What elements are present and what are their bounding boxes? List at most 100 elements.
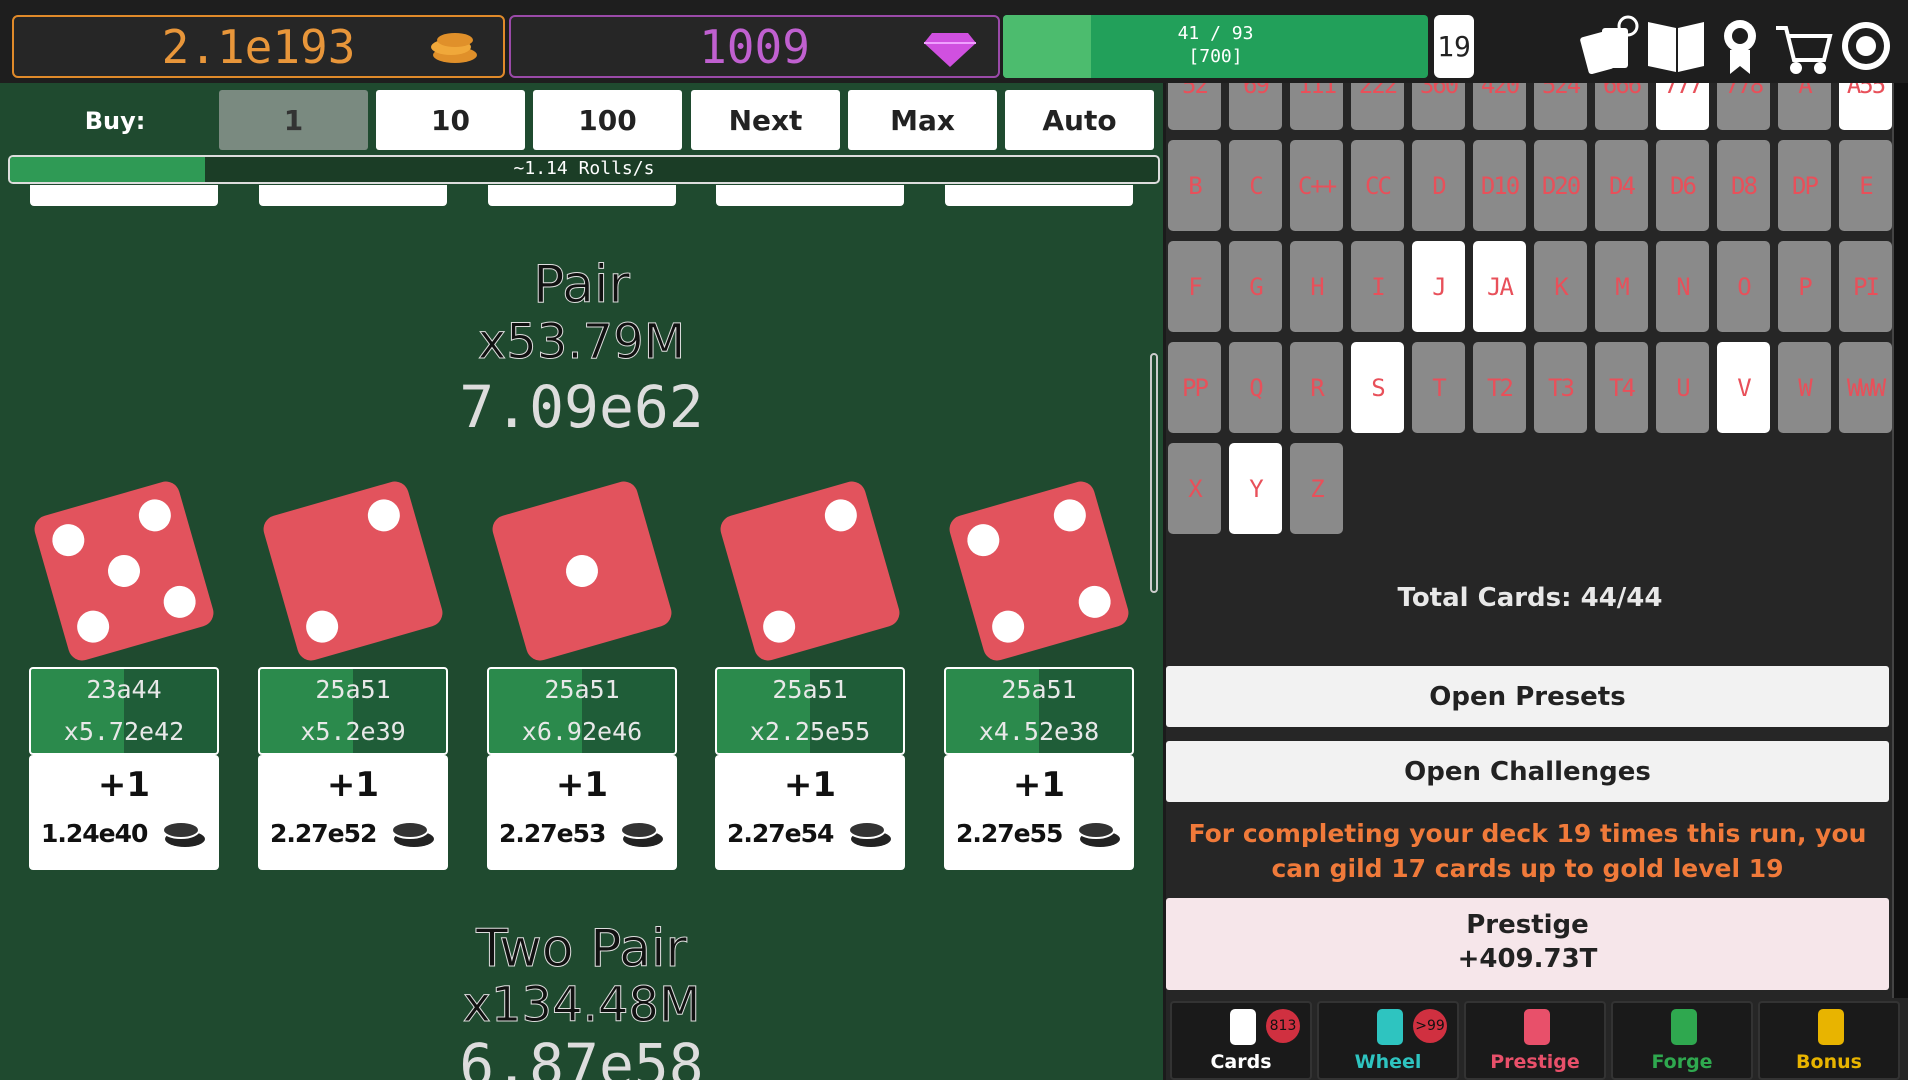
card[interactable]: I (1351, 241, 1404, 332)
nav-tab[interactable]: Wheel >99 (1317, 1001, 1459, 1080)
card[interactable]: JA (1473, 241, 1526, 332)
card[interactable]: D20 (1534, 140, 1587, 231)
card[interactable]: R (1290, 342, 1343, 433)
card[interactable]: 778 (1717, 83, 1770, 130)
card[interactable]: A (1778, 83, 1831, 130)
card[interactable]: 111 (1290, 83, 1343, 130)
die-body (949, 481, 1129, 661)
panel-button[interactable]: Open Challenges (1166, 741, 1889, 802)
card[interactable]: D10 (1473, 140, 1526, 231)
card[interactable]: T (1412, 342, 1465, 433)
die-upgrade[interactable]: +1 2.27e55 (944, 755, 1134, 870)
card[interactable]: 222 (1351, 83, 1404, 130)
card[interactable]: CC (1351, 140, 1404, 231)
gem-icon (924, 33, 976, 67)
icon-award[interactable] (1724, 20, 1756, 74)
card[interactable]: T2 (1473, 342, 1526, 433)
card[interactable]: 360 (1412, 83, 1465, 130)
card[interactable]: DP (1778, 140, 1831, 231)
die-body (263, 481, 443, 661)
card[interactable]: D4 (1595, 140, 1648, 231)
card[interactable]: PI (1839, 241, 1892, 332)
buy-option[interactable]: 10 (376, 90, 525, 150)
card[interactable]: T3 (1534, 342, 1587, 433)
die-id: 23a44 (86, 675, 162, 704)
coin (620, 821, 658, 839)
buy-option[interactable]: Next (691, 90, 840, 150)
card[interactable]: 777 (1656, 83, 1709, 130)
card[interactable]: Q (1229, 342, 1282, 433)
icon-cards[interactable] (1580, 15, 1639, 75)
card[interactable]: K (1534, 241, 1587, 332)
nav-icon (1230, 1009, 1256, 1045)
icon-book[interactable] (1648, 22, 1704, 72)
card[interactable]: PP (1168, 342, 1221, 433)
card[interactable]: 52 (1168, 83, 1221, 130)
gold-counter: 2.1e193 (12, 15, 505, 78)
card[interactable]: U (1656, 342, 1709, 433)
icon-shape (1377, 1009, 1403, 1045)
die-pip (824, 499, 857, 532)
nav-tab[interactable]: Forge (1611, 1001, 1753, 1080)
buy-option[interactable]: Auto (1005, 90, 1154, 150)
die-pip (992, 610, 1025, 643)
card[interactable]: N (1656, 241, 1709, 332)
hand-name: Pair (533, 255, 631, 316)
coin-icon (162, 821, 205, 847)
panel-button[interactable]: Open Presets (1166, 666, 1889, 727)
card[interactable]: WWW (1839, 342, 1892, 433)
card[interactable]: C (1229, 140, 1282, 231)
card[interactable]: 69 (1229, 83, 1282, 130)
card[interactable]: P (1778, 241, 1831, 332)
card[interactable]: Y (1229, 443, 1282, 534)
card[interactable]: 524 (1534, 83, 1587, 130)
nav-tab[interactable]: Cards 813 (1170, 1001, 1312, 1080)
card[interactable]: J (1412, 241, 1465, 332)
buy-option[interactable]: 100 (533, 90, 682, 150)
gem-counter: 1009 (509, 15, 1000, 78)
nav-tab[interactable]: Prestige (1464, 1001, 1606, 1080)
nav-label: Wheel (1354, 1051, 1422, 1073)
card[interactable]: 420 (1473, 83, 1526, 130)
card[interactable]: F (1168, 241, 1221, 332)
die-multiplier: x6.92e46 (521, 717, 643, 746)
card[interactable]: C++ (1290, 140, 1343, 231)
card[interactable]: A55 (1839, 83, 1892, 130)
card[interactable]: M (1595, 241, 1648, 332)
card[interactable]: B (1168, 140, 1221, 231)
card[interactable]: T4 (1595, 342, 1648, 433)
card[interactable]: O (1717, 241, 1770, 332)
die-upgrade[interactable]: +1 2.27e53 (487, 755, 677, 870)
card[interactable]: S (1351, 342, 1404, 433)
prev-card (30, 185, 218, 206)
card[interactable]: G (1229, 241, 1282, 332)
card[interactable]: D8 (1717, 140, 1770, 231)
card[interactable]: D6 (1656, 140, 1709, 231)
hand-score: 6.87e58 (459, 1031, 704, 1080)
die-upgrade[interactable]: +1 2.27e54 (715, 755, 905, 870)
die-upgrade[interactable]: +1 2.27e52 (258, 755, 448, 870)
icon-cart[interactable] (1776, 26, 1833, 74)
card[interactable]: Z (1290, 443, 1343, 534)
upgrade-amount: +1 (783, 765, 837, 805)
card[interactable]: E (1839, 140, 1892, 231)
coin (391, 821, 429, 839)
die (492, 481, 672, 661)
roll-fill (10, 157, 205, 182)
card[interactable]: H (1290, 241, 1343, 332)
card[interactable]: W (1778, 342, 1831, 433)
die-id: 25a51 (315, 675, 391, 704)
die-pip (1053, 499, 1086, 532)
die-info: 25a51 x6.92e46 (487, 667, 677, 755)
buy-option[interactable]: 1 (219, 90, 368, 150)
buy-option[interactable]: Max (848, 90, 997, 150)
nav-tab[interactable]: Bonus (1758, 1001, 1900, 1080)
die-upgrade[interactable]: +1 1.24e40 (29, 755, 219, 870)
coin (1077, 821, 1115, 839)
card[interactable]: X (1168, 443, 1221, 534)
card[interactable]: V (1717, 342, 1770, 433)
prestige-button[interactable]: Prestige +409.73T (1166, 898, 1889, 990)
icon-settings[interactable] (1842, 22, 1890, 70)
card[interactable]: 666 (1595, 83, 1648, 130)
card[interactable]: D (1412, 140, 1465, 231)
